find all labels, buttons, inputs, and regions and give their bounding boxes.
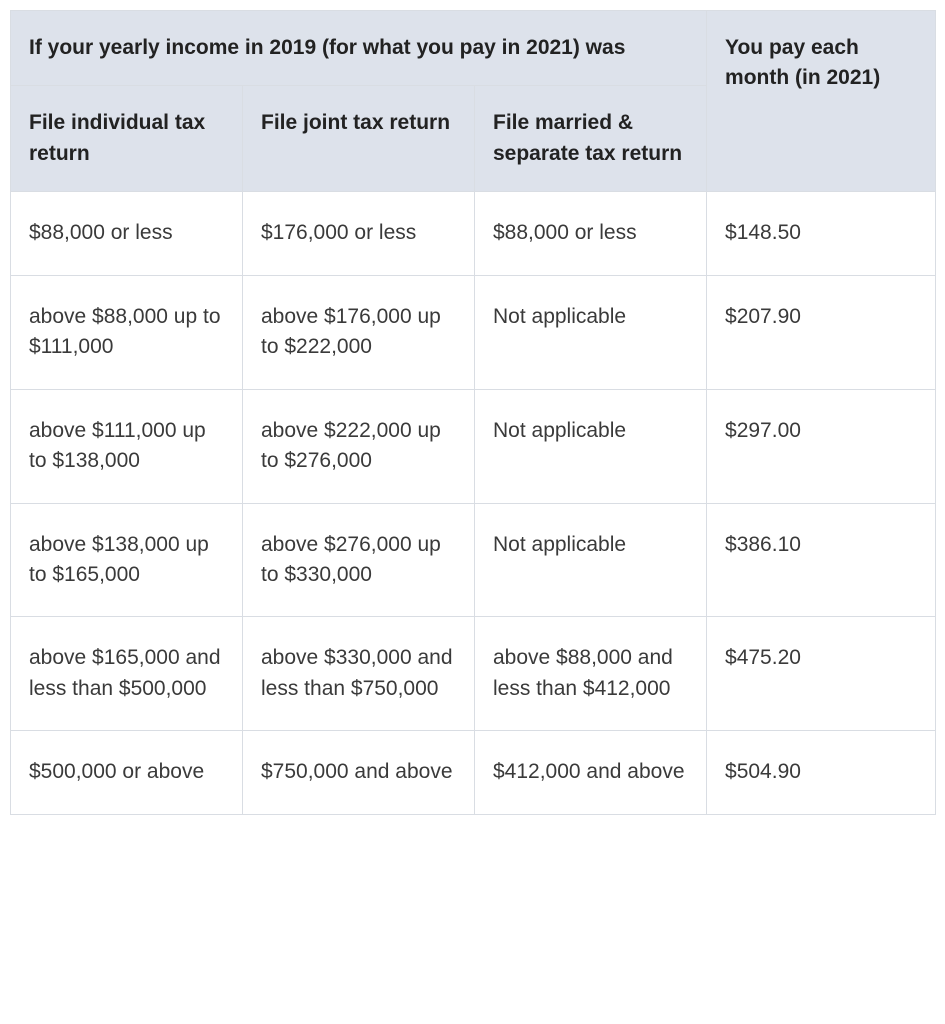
cell-joint: above $330,000 and less than $750,000 bbox=[243, 617, 475, 731]
cell-pay: $148.50 bbox=[707, 192, 936, 275]
header-income: If your yearly income in 2019 (for what … bbox=[11, 11, 707, 86]
cell-married-sep: Not applicable bbox=[475, 503, 707, 617]
cell-pay: $475.20 bbox=[707, 617, 936, 731]
cell-married-sep: $88,000 or less bbox=[475, 192, 707, 275]
cell-joint: above $222,000 up to $276,000 bbox=[243, 389, 475, 503]
cell-pay: $297.00 bbox=[707, 389, 936, 503]
cell-individual: above $165,000 and less than $500,000 bbox=[11, 617, 243, 731]
table-row: above $111,000 up to $138,000 above $222… bbox=[11, 389, 936, 503]
subheader-individual: File individual tax return bbox=[11, 86, 243, 192]
cell-joint: above $276,000 up to $330,000 bbox=[243, 503, 475, 617]
table-row: above $138,000 up to $165,000 above $276… bbox=[11, 503, 936, 617]
table-row: above $165,000 and less than $500,000 ab… bbox=[11, 617, 936, 731]
cell-individual: $88,000 or less bbox=[11, 192, 243, 275]
cell-pay: $386.10 bbox=[707, 503, 936, 617]
subheader-married-sep: File married & separate tax return bbox=[475, 86, 707, 192]
table-row: $88,000 or less $176,000 or less $88,000… bbox=[11, 192, 936, 275]
cell-married-sep: Not applicable bbox=[475, 389, 707, 503]
cell-joint: above $176,000 up to $222,000 bbox=[243, 275, 475, 389]
cell-individual: above $88,000 up to $111,000 bbox=[11, 275, 243, 389]
cell-married-sep: above $88,000 and less than $412,000 bbox=[475, 617, 707, 731]
table-row: above $88,000 up to $111,000 above $176,… bbox=[11, 275, 936, 389]
cell-joint: $176,000 or less bbox=[243, 192, 475, 275]
income-premium-table: If your yearly income in 2019 (for what … bbox=[10, 10, 936, 815]
subheader-joint: File joint tax return bbox=[243, 86, 475, 192]
cell-individual: above $111,000 up to $138,000 bbox=[11, 389, 243, 503]
header-row-1: If your yearly income in 2019 (for what … bbox=[11, 11, 936, 86]
cell-joint: $750,000 and above bbox=[243, 731, 475, 814]
cell-pay: $504.90 bbox=[707, 731, 936, 814]
cell-married-sep: Not applicable bbox=[475, 275, 707, 389]
cell-individual: above $138,000 up to $165,000 bbox=[11, 503, 243, 617]
header-pay: You pay each month (in 2021) bbox=[707, 11, 936, 192]
table-row: $500,000 or above $750,000 and above $41… bbox=[11, 731, 936, 814]
cell-married-sep: $412,000 and above bbox=[475, 731, 707, 814]
cell-individual: $500,000 or above bbox=[11, 731, 243, 814]
cell-pay: $207.90 bbox=[707, 275, 936, 389]
